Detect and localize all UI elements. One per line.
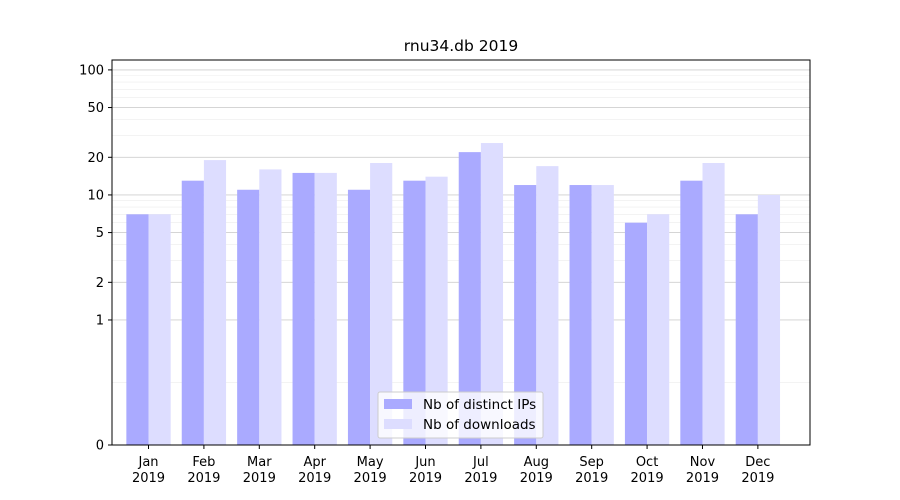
- x-tick-label-month: Mar: [247, 455, 272, 470]
- y-tick-label: 50: [87, 101, 104, 116]
- bar-downloads-jul: [480, 143, 504, 445]
- bar-distinct-ips-jun: [403, 180, 426, 445]
- x-tick-label-year: 2019: [243, 471, 276, 486]
- bar-downloads-dec: [757, 194, 781, 445]
- x-tick-label-year: 2019: [464, 471, 497, 486]
- x-tick-label-month: Jan: [137, 455, 158, 470]
- x-tick-label-month: Apr: [303, 455, 326, 470]
- bar-distinct-ips-jan: [126, 214, 149, 445]
- legend-swatch-distinct-ips: [384, 399, 412, 409]
- bar-downloads-jan: [148, 214, 171, 445]
- x-tick-label-year: 2019: [187, 471, 220, 486]
- y-tick-label: 2: [96, 276, 104, 291]
- legend-label-distinct-ips: Nb of distinct IPs: [423, 397, 536, 413]
- x-tick-label-year: 2019: [354, 471, 387, 486]
- bar-downloads-feb: [203, 160, 227, 445]
- bar-distinct-ips-apr: [292, 172, 315, 445]
- bars: [126, 143, 781, 445]
- x-tick-label-year: 2019: [298, 471, 331, 486]
- axes-frame: [111, 59, 811, 446]
- x-tick-label-month: May: [357, 455, 384, 470]
- bar-distinct-ips-aug: [514, 185, 537, 445]
- y-tick-label: 0: [96, 439, 104, 454]
- x-tick-label-month: Feb: [192, 455, 215, 470]
- x-tick-label-year: 2019: [575, 471, 608, 486]
- x-tick-label-month: Oct: [636, 455, 658, 470]
- x-tick-label-month: Dec: [745, 455, 770, 470]
- bar-distinct-ips-sep: [569, 185, 592, 445]
- bar-downloads-apr: [314, 172, 337, 445]
- y-tick-label: 1: [96, 313, 104, 328]
- x-tick-label-year: 2019: [409, 471, 442, 486]
- bar-distinct-ips-oct: [624, 222, 648, 445]
- x-tick-label-month: Jun: [414, 455, 435, 470]
- y-tick-label: 100: [79, 63, 104, 78]
- legend-swatch-downloads: [384, 419, 412, 429]
- legend-box: [377, 391, 544, 439]
- y-tick-label: 5: [96, 226, 104, 241]
- y-tick-label: 10: [87, 188, 104, 203]
- bar-distinct-ips-nov: [680, 180, 703, 445]
- x-tick-label-year: 2019: [631, 471, 664, 486]
- bar-downloads-nov: [702, 163, 725, 445]
- x-tick-label-month: Jul: [472, 455, 489, 470]
- bar-downloads-jun: [425, 176, 448, 445]
- bar-downloads-aug: [536, 166, 559, 445]
- x-tick-label-month: Aug: [524, 455, 549, 470]
- chart-title: rnu34.db 2019: [404, 37, 518, 55]
- x-tick-label-year: 2019: [520, 471, 553, 486]
- x-tick-label-month: Nov: [690, 455, 716, 470]
- bar-distinct-ips-may: [347, 189, 371, 445]
- bar-distinct-ips-dec: [735, 214, 758, 445]
- legend: Nb of distinct IPs Nb of downloads: [377, 391, 544, 439]
- x-tick-label-year: 2019: [741, 471, 774, 486]
- x-tick-label-month: Sep: [579, 455, 604, 470]
- axis-ticks: 0125102050100Jan2019Feb2019Mar2019Apr201…: [79, 63, 774, 486]
- bar-distinct-ips-mar: [237, 189, 260, 445]
- bar-distinct-ips-jul: [458, 152, 481, 445]
- bar-downloads-may: [370, 163, 393, 445]
- bar-downloads-mar: [259, 169, 282, 445]
- legend-label-downloads: Nb of downloads: [423, 417, 536, 433]
- bar-downloads-sep: [591, 185, 614, 445]
- bar-downloads-oct: [647, 214, 670, 445]
- x-tick-label-year: 2019: [686, 471, 719, 486]
- bar-distinct-ips-feb: [181, 180, 204, 445]
- y-tick-label: 20: [87, 151, 104, 166]
- x-tick-label-year: 2019: [132, 471, 165, 486]
